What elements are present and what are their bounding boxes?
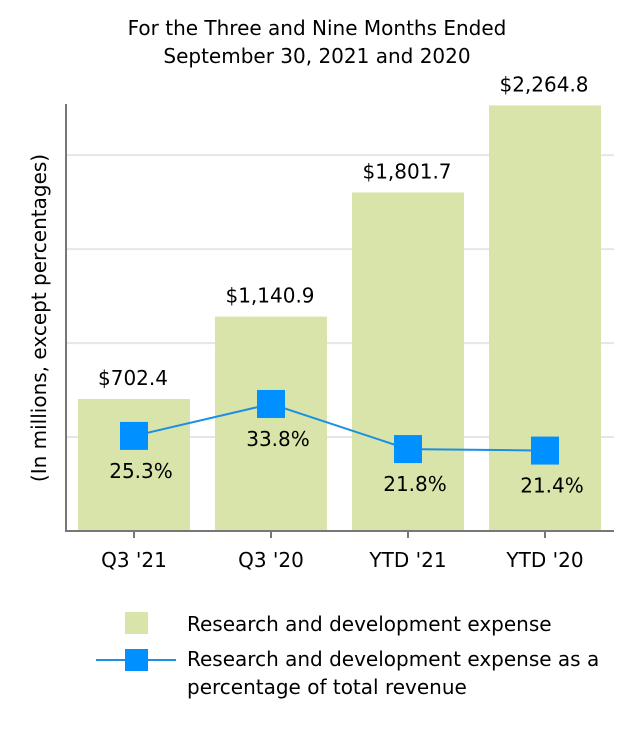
bar-3 <box>352 192 464 531</box>
percentage-marker-2 <box>257 389 285 418</box>
title-line-2: September 30, 2021 and 2020 <box>163 44 470 68</box>
percentage-marker-1 <box>120 421 148 450</box>
percentage-line <box>133 402 546 452</box>
x-tick-label-4: YTD '20 <box>505 548 583 572</box>
percentage-series <box>120 389 559 465</box>
chart-title: For the Three and Nine Months Ended Sept… <box>128 16 507 68</box>
data-labels: $702.4 $1,140.9 $1,801.7 $2,264.8 25.3% 33.8%… <box>98 72 589 497</box>
bar-1 <box>78 399 190 531</box>
title-line-1: For the Three and Nine Months Ended <box>128 16 507 40</box>
legend-line-label-1: Research and development expense as a <box>187 647 599 671</box>
y-axis-label: (In millions, except percentages) <box>27 154 51 482</box>
x-tick-label-3: YTD '21 <box>368 548 446 572</box>
legend-bar-swatch <box>125 612 148 634</box>
legend-line-label-2: percentage of total revenue <box>187 675 467 699</box>
percentage-marker-3 <box>394 435 422 464</box>
percentage-label-2: 33.8% <box>246 427 310 451</box>
percentage-label-4: 21.4% <box>520 474 584 498</box>
legend-marker-swatch <box>125 649 148 671</box>
x-tick-label-1: Q3 '21 <box>101 548 167 572</box>
bar-value-label-4: $2,264.8 <box>499 72 588 96</box>
x-tick-label-2: Q3 '20 <box>238 548 304 572</box>
legend: Research and development expense Researc… <box>96 612 599 699</box>
bar-value-label-3: $1,801.7 <box>362 159 451 183</box>
bar-value-label-1: $702.4 <box>98 366 168 390</box>
x-ticks: Q3 '21 Q3 '20 YTD '21 YTD '20 <box>101 531 584 572</box>
bar-2 <box>215 316 327 531</box>
bar-4 <box>489 105 601 531</box>
percentage-label-1: 25.3% <box>109 459 173 483</box>
percentage-label-3: 21.8% <box>383 472 447 496</box>
percentage-marker-4 <box>531 436 559 465</box>
legend-bar-label: Research and development expense <box>187 612 552 636</box>
bar-value-label-2: $1,140.9 <box>225 284 314 308</box>
